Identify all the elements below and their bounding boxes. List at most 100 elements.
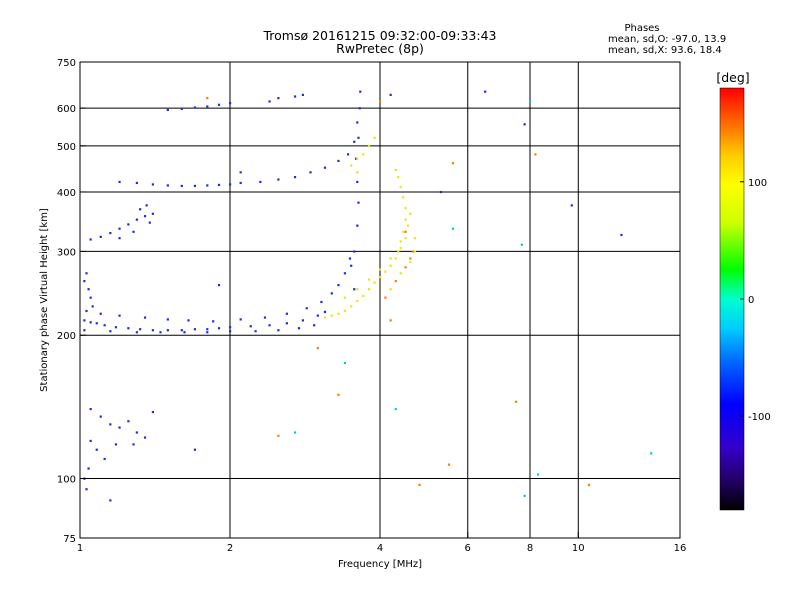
data-point bbox=[109, 499, 112, 502]
data-point bbox=[103, 324, 106, 327]
data-point bbox=[320, 300, 323, 304]
data-point bbox=[180, 329, 183, 332]
data-point bbox=[409, 257, 412, 260]
data-point bbox=[409, 261, 412, 264]
data-point bbox=[118, 180, 121, 184]
data-point bbox=[87, 467, 90, 470]
data-point bbox=[404, 266, 407, 269]
data-point bbox=[293, 95, 297, 98]
x-axis-label: Frequency [MHz] bbox=[338, 559, 422, 570]
data-point bbox=[536, 473, 540, 476]
data-point bbox=[389, 257, 392, 260]
data-point bbox=[206, 97, 209, 100]
data-point bbox=[151, 410, 155, 414]
data-point bbox=[249, 325, 252, 328]
data-point bbox=[389, 264, 392, 267]
data-point bbox=[109, 231, 112, 235]
data-point bbox=[217, 284, 221, 287]
data-point bbox=[397, 250, 400, 253]
data-point bbox=[95, 448, 98, 451]
data-points bbox=[83, 90, 653, 502]
data-point bbox=[132, 230, 135, 233]
data-point bbox=[139, 328, 142, 331]
data-point bbox=[89, 296, 92, 299]
data-point bbox=[362, 294, 365, 298]
data-point bbox=[323, 310, 327, 314]
data-point bbox=[394, 168, 397, 172]
data-point bbox=[212, 320, 215, 323]
data-point bbox=[183, 331, 186, 334]
x-tick-label: 1 bbox=[77, 543, 83, 554]
data-point bbox=[145, 204, 148, 207]
data-point bbox=[570, 204, 573, 207]
data-point bbox=[239, 318, 242, 321]
y-tick-label: 600 bbox=[57, 104, 76, 115]
data-point bbox=[484, 90, 487, 93]
data-point bbox=[337, 312, 340, 315]
stats-o: mean, sd,O: -97.0, 13.9 bbox=[608, 34, 726, 45]
data-point bbox=[353, 250, 356, 253]
data-point bbox=[118, 314, 121, 317]
data-point bbox=[520, 243, 523, 246]
data-point bbox=[515, 400, 518, 403]
data-point bbox=[587, 483, 591, 487]
y-tick-label: 750 bbox=[57, 58, 76, 69]
data-point bbox=[451, 227, 455, 230]
data-point bbox=[85, 488, 88, 491]
colorbar-tick-label: 0 bbox=[748, 295, 754, 306]
y-tick-label: 400 bbox=[57, 188, 76, 199]
x-tick-label: 6 bbox=[465, 543, 471, 554]
data-point bbox=[193, 106, 197, 109]
data-point bbox=[148, 221, 151, 224]
data-point bbox=[389, 319, 392, 322]
x-tick-label: 4 bbox=[377, 543, 383, 554]
data-point bbox=[413, 237, 417, 240]
data-point bbox=[268, 100, 271, 103]
data-point bbox=[404, 207, 407, 210]
data-point bbox=[143, 436, 147, 439]
stats-heading: Phases bbox=[624, 23, 659, 34]
data-point bbox=[337, 284, 340, 287]
data-point bbox=[193, 448, 197, 451]
data-point bbox=[350, 305, 353, 308]
data-point bbox=[132, 443, 135, 446]
data-point bbox=[411, 250, 414, 253]
data-point bbox=[135, 181, 138, 185]
data-point bbox=[418, 483, 421, 487]
data-point bbox=[151, 329, 155, 332]
data-point bbox=[373, 136, 376, 139]
data-point bbox=[277, 97, 280, 100]
data-point bbox=[356, 121, 359, 124]
data-point bbox=[277, 329, 280, 332]
data-point bbox=[367, 144, 371, 148]
data-point bbox=[99, 415, 102, 418]
data-point bbox=[135, 331, 138, 334]
data-point bbox=[343, 272, 347, 275]
data-point bbox=[356, 300, 359, 303]
data-point bbox=[357, 201, 360, 204]
data-point bbox=[409, 212, 412, 215]
data-point bbox=[166, 329, 169, 332]
data-point bbox=[293, 175, 297, 179]
colorbar: [deg] 100 0 -100 bbox=[716, 70, 771, 511]
data-point bbox=[293, 431, 297, 434]
data-point bbox=[343, 309, 347, 313]
data-point bbox=[406, 224, 410, 227]
data-point bbox=[356, 288, 359, 291]
data-point bbox=[337, 159, 340, 163]
data-point bbox=[399, 272, 402, 275]
data-point bbox=[404, 237, 407, 240]
data-point bbox=[239, 171, 242, 174]
data-point bbox=[394, 257, 397, 260]
data-point bbox=[529, 100, 532, 103]
data-point bbox=[404, 218, 407, 221]
data-point bbox=[114, 443, 118, 446]
data-point bbox=[118, 426, 121, 429]
axis-ticks: 1 2 4 6 8 10 16 75 100 200 300 400 500 600 750 bbox=[57, 58, 686, 554]
data-point bbox=[313, 324, 316, 327]
data-point bbox=[83, 329, 86, 332]
chart-subtitle: RwPretec (8p) bbox=[336, 41, 424, 56]
data-point bbox=[103, 457, 106, 461]
y-tick-label: 100 bbox=[57, 475, 76, 486]
data-point bbox=[650, 452, 653, 455]
